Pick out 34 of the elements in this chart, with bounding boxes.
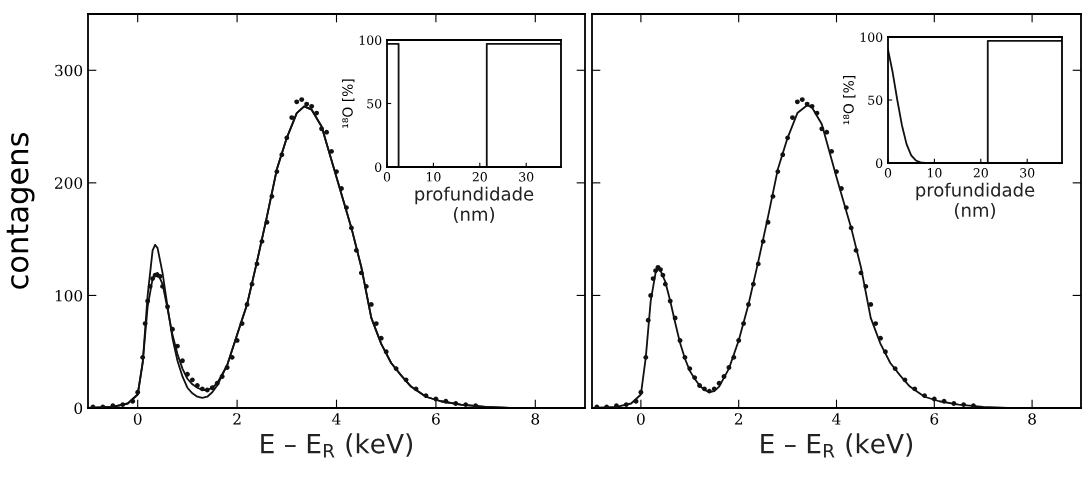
- y-tick-label: 200: [55, 177, 83, 189]
- y-tick-label: 0: [74, 402, 83, 415]
- x-tick-label: 8: [1028, 413, 1036, 425]
- y-tick-label: 100: [359, 35, 382, 45]
- x-tick-label: 0: [133, 413, 142, 425]
- x-tick-label: 6: [432, 413, 440, 425]
- x-tick-label: 2: [734, 413, 743, 425]
- x-tick-label: 8: [531, 413, 540, 425]
- x-tick-label: 30: [519, 172, 534, 182]
- y-axis-title: ¹⁸O [%]: [843, 75, 856, 125]
- y-tick-label: 300: [55, 64, 83, 77]
- x-tick-label: 0: [884, 168, 892, 178]
- x-axis-title: profundidade (nm): [916, 182, 1035, 220]
- x-tick-label: 4: [332, 413, 341, 425]
- x-tick-label: 0: [383, 172, 391, 182]
- y-axis-title: ¹⁸O [%]: [342, 79, 355, 128]
- x-axis-title: E – E$_{R}$ (keV): [761, 433, 913, 458]
- x-axis-title: E – E$_{R}$ (keV): [261, 433, 413, 458]
- x-tick-label: 30: [1020, 168, 1035, 178]
- y-axis-title: contagens: [6, 132, 35, 289]
- x-tick-label: 6: [930, 413, 939, 425]
- x-tick-label: 10: [927, 168, 942, 178]
- x-tick-label: 20: [472, 172, 487, 182]
- y-tick-label: 50: [367, 98, 382, 109]
- y-tick-label: 0: [876, 158, 883, 168]
- x-tick-label: 20: [973, 168, 988, 178]
- x-tick-label: 2: [233, 413, 241, 425]
- x-tick-label: 4: [832, 413, 841, 425]
- y-tick-label: 100: [55, 289, 83, 302]
- y-tick-label: 50: [868, 95, 883, 105]
- x-tick-label: 0: [637, 413, 645, 425]
- x-tick-label: 10: [426, 172, 441, 182]
- x-axis-title: profundidade (nm): [415, 186, 534, 224]
- y-tick-label: 100: [860, 32, 883, 42]
